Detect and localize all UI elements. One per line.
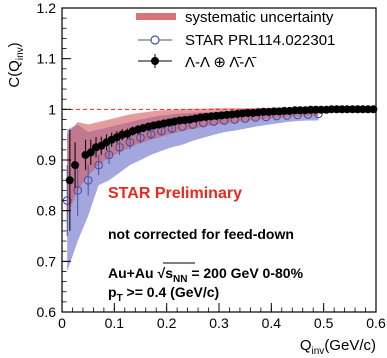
y-tick-label: 0.7 <box>37 253 57 269</box>
x-tick-label: 0.5 <box>314 315 334 331</box>
band-0 <box>67 109 319 272</box>
x-tick-label: 0.2 <box>157 315 177 331</box>
star-prl-point <box>104 150 114 160</box>
legend-label-lambda: Λ-Λ ⊕ Λ̄-Λ̄ <box>185 54 256 71</box>
y-tick-label: 0.8 <box>37 203 57 219</box>
y-tick-label: 0.6 <box>37 304 57 320</box>
star-prl-point <box>94 160 103 170</box>
legend-label-systematic: systematic uncertainty <box>185 9 334 26</box>
x-tick-label: 0.4 <box>262 315 282 331</box>
legend-band-swatch <box>136 13 176 20</box>
y-tick-label: 0.9 <box>37 152 57 168</box>
legend-label-star-prl: STAR PRL114.022301 <box>185 32 335 49</box>
star-prl-point <box>136 133 145 143</box>
axis-tick-labels: 0 0.1 0.2 0.3 0.4 0.5 0.6 0.6 0.7 0.8 0.9 1 1.1 1.2 <box>37 0 386 331</box>
lambda-point <box>86 148 95 157</box>
lambda-point <box>71 161 80 170</box>
star-prl-point <box>125 137 135 147</box>
y-tick-label: 1.1 <box>37 51 57 67</box>
legend-open-marker <box>150 35 160 45</box>
x-tick-label: 0.6 <box>366 315 386 331</box>
y-tick-label: 1 <box>48 101 56 117</box>
y-tick-label: 1.2 <box>37 0 57 16</box>
star-prl-point <box>146 129 156 139</box>
pt-cut-label: pT >= 0.4 (GeV/c) <box>108 284 219 304</box>
star-preliminary-label: STAR Preliminary <box>108 185 242 202</box>
star-prl-point <box>73 186 83 195</box>
lambda-point <box>65 176 74 185</box>
y-axis-title: C(Qinv) <box>6 42 26 87</box>
lambda-lambda-series <box>65 105 378 231</box>
star-prl-point <box>115 142 124 152</box>
collision-system-label: Au+Au √sNN = 200 GeV 0-80% <box>108 265 304 285</box>
x-axis-title: Qinv(GeV/c) <box>300 337 376 357</box>
axis-ticks <box>61 7 377 313</box>
x-tick-label: 0.3 <box>209 315 229 331</box>
x-tick-label: 0 <box>58 315 66 331</box>
x-tick-label: 0.1 <box>105 315 125 331</box>
legend: systematic uncertainty STAR PRL114.02230… <box>136 9 335 71</box>
star-prl-point <box>83 175 93 185</box>
feeddown-note: not corrected for feed-down <box>108 226 294 242</box>
legend-filled-marker <box>151 57 159 65</box>
